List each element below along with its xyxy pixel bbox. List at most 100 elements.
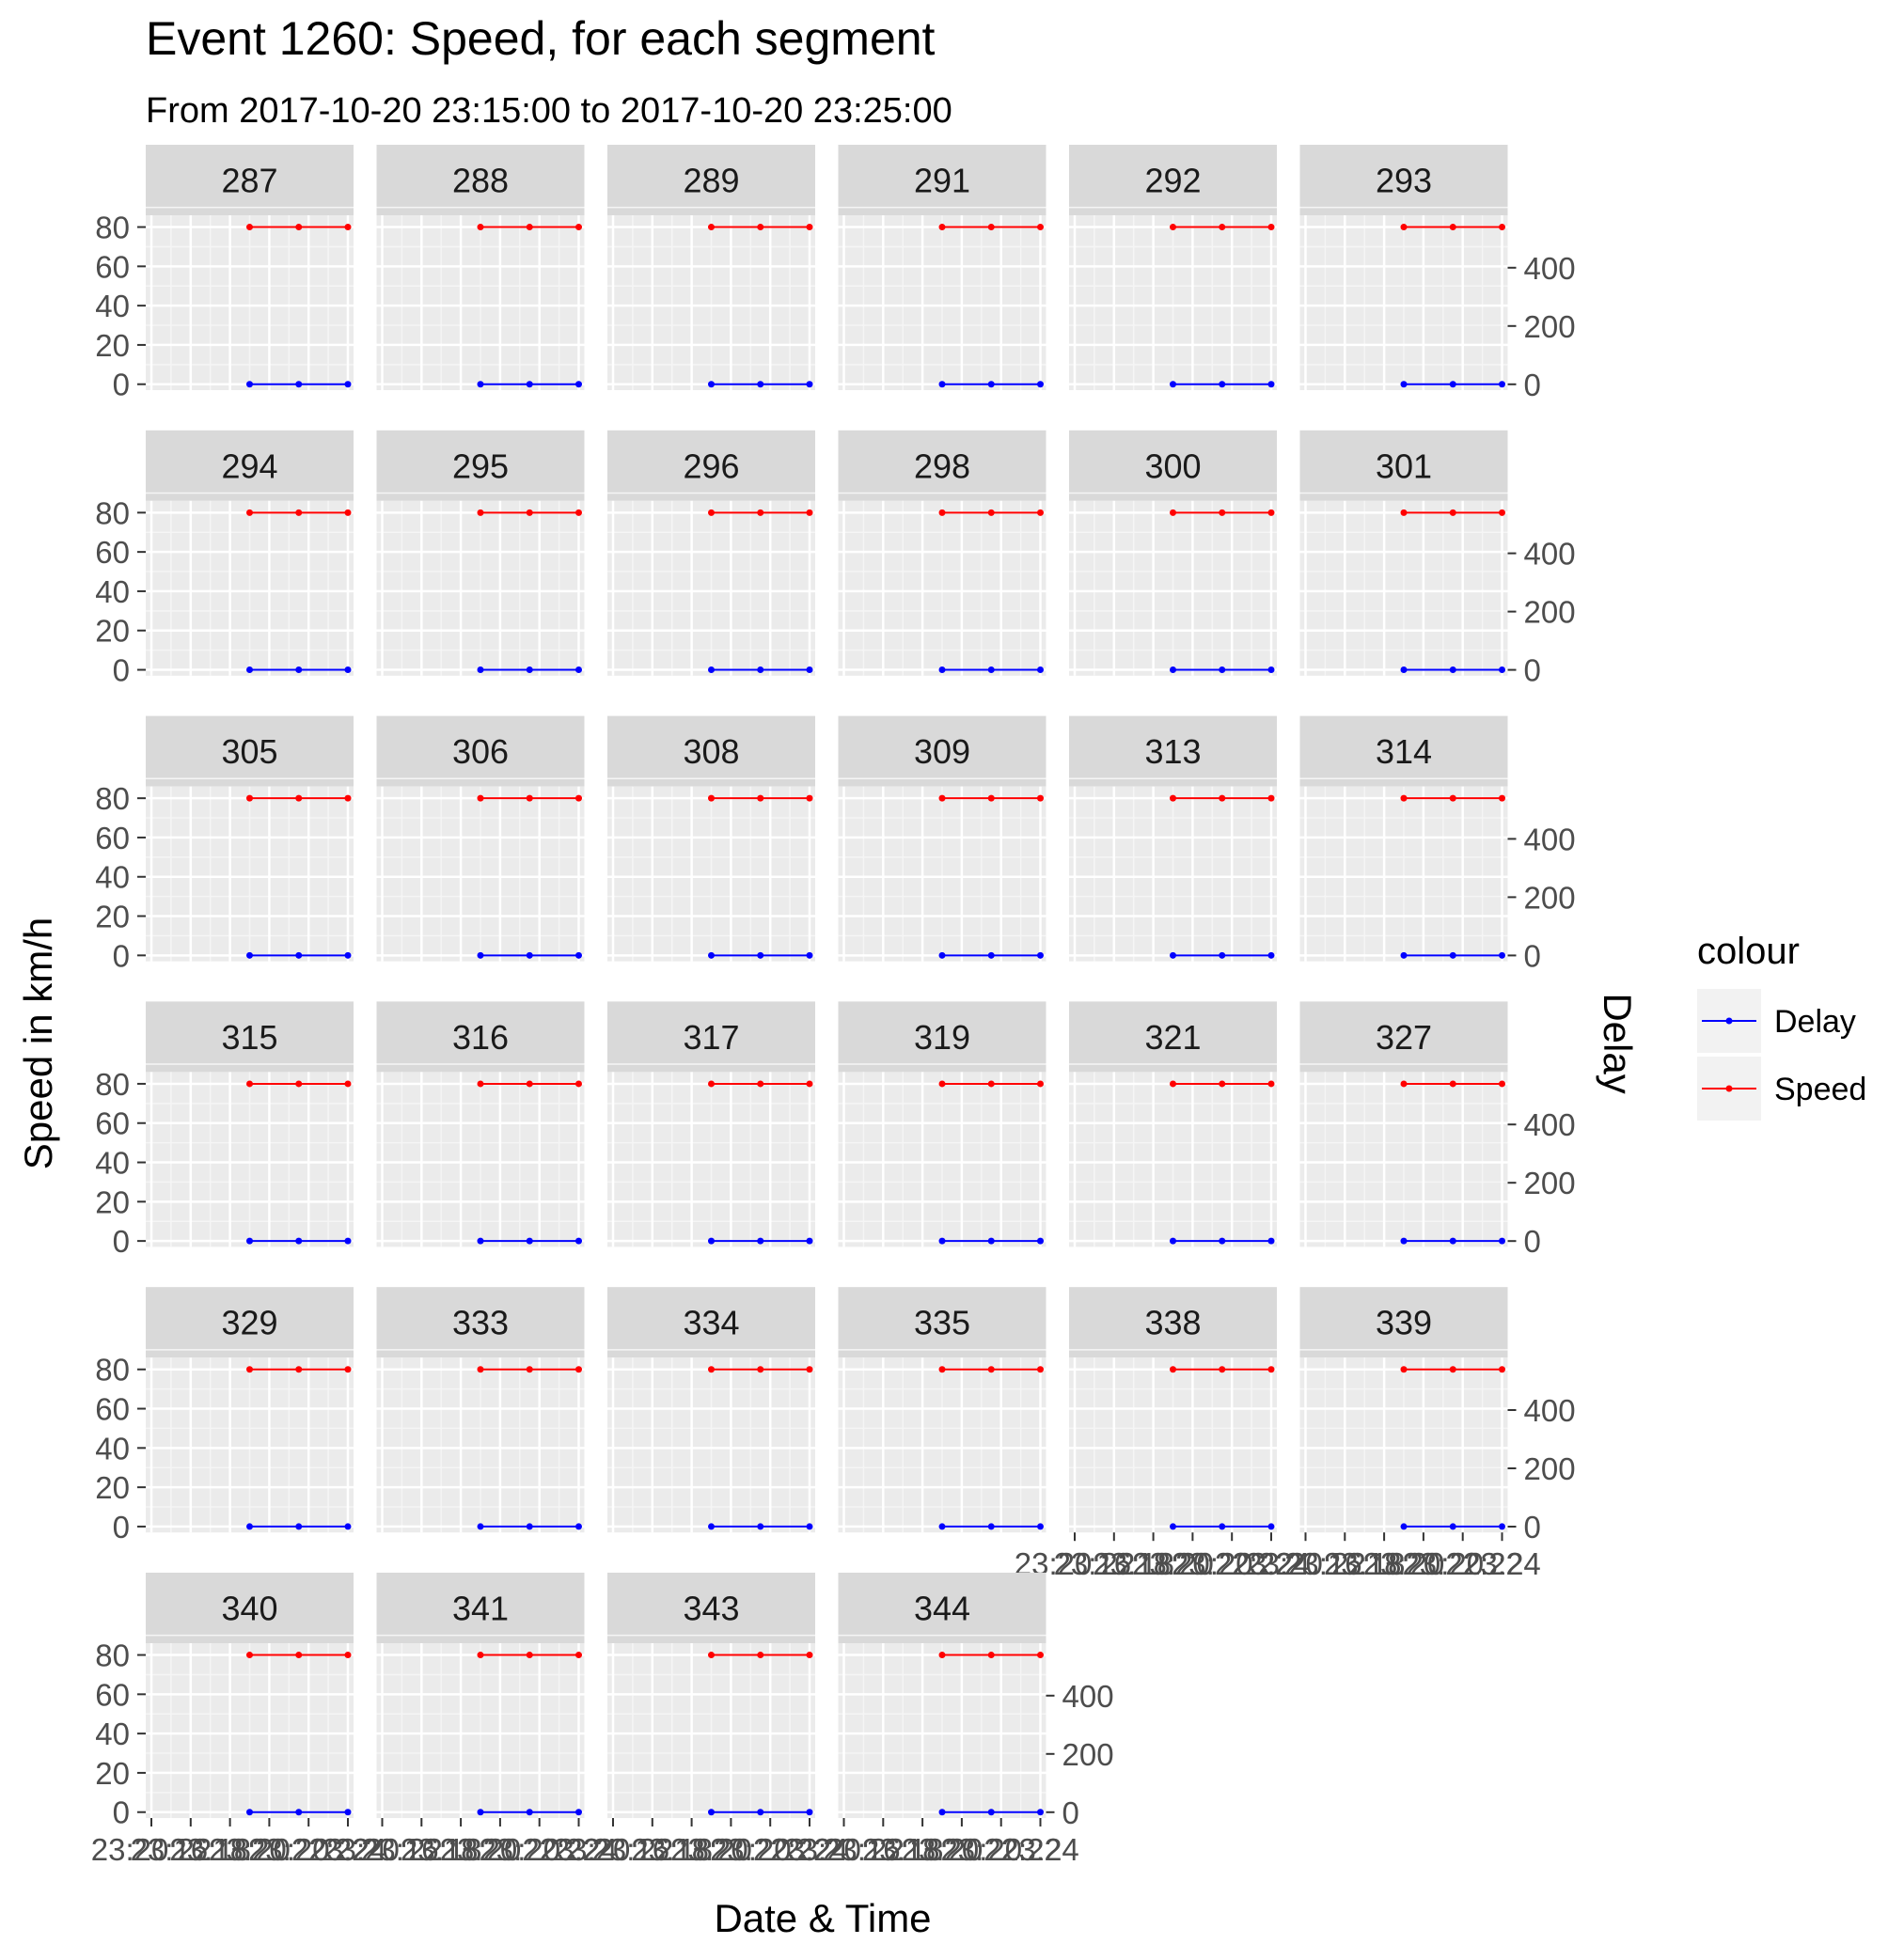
facet-panel-340: 34002040608023:20:2223:16:1823:18:2023:2…: [91, 1573, 387, 1867]
facet-strip-label: 334: [683, 1304, 739, 1342]
series-speed-point: [938, 224, 946, 231]
series-speed-point: [1449, 509, 1456, 516]
y2-tick-label: 0: [1524, 653, 1541, 688]
series-delay-point: [246, 1523, 253, 1530]
facet-strip-label: 338: [1144, 1304, 1201, 1342]
series-speed-point: [806, 1652, 813, 1659]
series-delay-point: [344, 666, 352, 674]
x-tick-label: 23:20:20: [209, 1832, 329, 1867]
series-speed-point: [526, 1080, 533, 1088]
series-delay-point: [526, 666, 533, 674]
y2-tick-label: 0: [1524, 368, 1541, 402]
series-delay-point: [1170, 381, 1176, 388]
series-delay-point: [295, 1523, 303, 1530]
series-delay-point: [1499, 666, 1505, 674]
series-speed-point: [938, 1080, 946, 1088]
facet-strip: [838, 715, 1046, 787]
facet-strip-label: 291: [914, 162, 970, 200]
series-speed-point: [246, 1080, 253, 1088]
x-tick-label: 23:22:22: [479, 1832, 599, 1867]
series-speed-point: [757, 509, 764, 516]
facet-panel-305: 305 0 20 40 60 80: [95, 715, 354, 973]
series-speed-point: [1267, 509, 1275, 516]
y-tick-label: 20: [95, 900, 130, 934]
series-speed-point: [246, 509, 253, 516]
x-tick-label: 23:22:22: [710, 1832, 830, 1867]
series-delay-point: [477, 1237, 484, 1245]
series-speed-point: [575, 1652, 582, 1659]
facet-strip-label: 295: [452, 447, 509, 485]
facet-strip: [146, 430, 354, 501]
y-tick-label: 80: [95, 781, 130, 816]
series-delay-point: [526, 1523, 533, 1530]
facet-panel-334: 334: [607, 1287, 815, 1533]
facet-strip-label: 321: [1144, 1018, 1201, 1057]
series-speed-point: [246, 794, 253, 802]
facet-strip: [607, 1001, 815, 1073]
series-delay-point: [1499, 1237, 1505, 1245]
series-speed-point: [938, 1652, 946, 1659]
facet-panel-288: 288: [376, 145, 585, 390]
y-tick-label: 20: [95, 1184, 130, 1219]
x-tick-label: 23:18:20: [1324, 1546, 1444, 1581]
x-tick-label: 23:24: [771, 1832, 849, 1867]
y-tick-label: 0: [113, 653, 130, 688]
series-speed-point: [1267, 1080, 1275, 1088]
series-delay-point: [1400, 951, 1408, 959]
y2-tick-label: 0: [1524, 1224, 1541, 1259]
series-speed-point: [1449, 1080, 1456, 1088]
series-delay-point: [344, 1523, 352, 1530]
facet-strip: [376, 715, 585, 787]
series-speed-point: [344, 1080, 352, 1088]
series-delay-point: [295, 1809, 303, 1816]
facet-panel-319: 319: [838, 1001, 1046, 1247]
chart-subtitle: From 2017-10-20 23:15:00 to 2017-10-20 2…: [146, 91, 952, 131]
series-speed-point: [708, 794, 715, 802]
facet-panel-321: 321: [1069, 1001, 1277, 1247]
series-speed-point: [987, 509, 995, 516]
x-tick-label: 23:24: [309, 1832, 387, 1867]
series-speed-point: [295, 1080, 303, 1088]
y-tick-label: 60: [95, 535, 130, 570]
series-speed-point: [1400, 1080, 1408, 1088]
series-delay-point: [708, 666, 715, 674]
series-speed-point: [526, 1652, 533, 1659]
series-speed-point: [757, 224, 764, 231]
facet-strip-label: 296: [683, 447, 739, 485]
y2-tick-label: 400: [1524, 822, 1576, 856]
y-tick-label: 80: [95, 495, 130, 530]
series-delay-point: [1219, 1237, 1226, 1245]
chart-title: Event 1260: Speed, for each segment: [146, 12, 936, 65]
series-speed-point: [1037, 794, 1044, 802]
facet-strip: [1069, 1287, 1277, 1358]
y2-tick-label: 0: [1524, 1510, 1541, 1544]
x-tick-label: 23:16:18: [131, 1832, 251, 1867]
y-tick-label: 40: [95, 574, 130, 609]
series-delay-point: [575, 666, 582, 674]
series-delay-point: [344, 1237, 352, 1245]
x-tick-label: 23:24: [1001, 1832, 1079, 1867]
series-speed-point: [987, 1652, 995, 1659]
x-tick-label: 23:22:22: [1172, 1546, 1292, 1581]
series-speed-point: [575, 509, 582, 516]
series-speed-point: [1037, 509, 1044, 516]
series-speed-point: [1499, 224, 1505, 231]
facet-strip: [146, 1001, 354, 1073]
facet-panel-295: 295: [376, 430, 585, 676]
facet-strip: [1069, 715, 1277, 787]
facet-strip: [838, 1001, 1046, 1073]
series-delay-point: [1170, 1237, 1176, 1245]
facet-strip-label: 313: [1144, 732, 1201, 771]
series-delay-point: [938, 666, 946, 674]
series-speed-point: [938, 1366, 946, 1373]
series-delay-point: [1170, 1523, 1176, 1530]
facet-strip-label: 315: [221, 1018, 277, 1057]
x-tick-label: 23:20:22: [91, 1832, 212, 1867]
facet-strip: [376, 1287, 585, 1358]
series-speed-point: [1400, 509, 1408, 516]
facet-panel-333: 333: [376, 1287, 585, 1533]
series-delay-point: [246, 951, 253, 959]
series-speed-point: [526, 224, 533, 231]
series-speed-point: [575, 1366, 582, 1373]
series-speed-point: [806, 509, 813, 516]
